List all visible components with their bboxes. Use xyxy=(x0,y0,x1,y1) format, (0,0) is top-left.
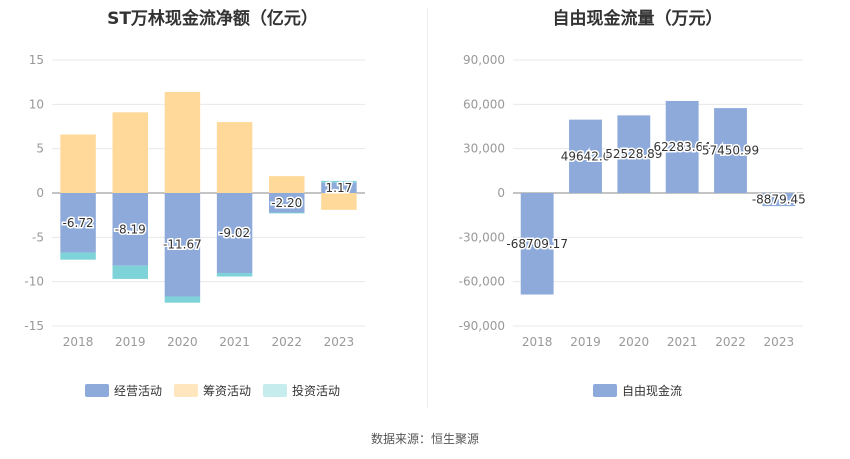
y-tick-label: 10 xyxy=(29,97,44,111)
bar-free_cash_flow xyxy=(569,119,602,193)
chart-legend: 经营活动 筹资活动 投资活动 xyxy=(0,382,425,399)
legend-item-free-cash-flow[interactable]: 自由现金流 xyxy=(592,382,682,399)
bar-free_cash_flow xyxy=(665,100,699,193)
data-label: -68709.17 xyxy=(506,237,568,251)
data-label: 1.17 xyxy=(326,181,353,195)
data-label: 52528.89 xyxy=(605,147,662,161)
bar-financing xyxy=(112,112,148,193)
cash-flow-net-chart: 15 10 5 0 -5 -10 -15 2018 -6.72 2019 -8.19 2020 -11.… xyxy=(24,53,365,349)
bar-free_cash_flow xyxy=(520,193,554,295)
panel-divider xyxy=(427,8,428,408)
data-label: 57450.99 xyxy=(702,144,759,158)
legend-swatch xyxy=(173,384,198,397)
bar-financing xyxy=(216,122,253,193)
bar-free_cash_flow xyxy=(762,193,796,207)
bar-financing xyxy=(60,134,96,193)
data-label: 62283.64 xyxy=(654,140,711,154)
free-cash-flow-chart-panel: 自由现金流量（万元） 90,000 60,000 30,000 0 -30,000 -60… xyxy=(425,0,850,420)
y-tick-label: -5 xyxy=(32,230,44,244)
x-tick-label: 2020 xyxy=(619,335,650,349)
x-tick-label: 2018 xyxy=(522,335,553,349)
legend-swatch xyxy=(84,384,109,397)
x-tick-label: 2021 xyxy=(667,335,698,349)
data-source-note: 数据来源：恒生聚源 xyxy=(370,432,479,446)
x-tick-label: 2023 xyxy=(324,335,355,349)
y-tick-label: 60,000 xyxy=(463,97,505,111)
y-tick-label: -10 xyxy=(24,275,44,289)
data-label: -8879.45 xyxy=(752,193,806,207)
data-label: -2.20 xyxy=(271,196,302,210)
legend-label: 经营活动 xyxy=(113,384,162,398)
bar-investing xyxy=(164,296,201,303)
bar-investing xyxy=(60,252,96,260)
data-label: -9.02 xyxy=(219,226,250,240)
bar-financing xyxy=(164,91,201,193)
y-tick-label: 15 xyxy=(29,53,44,67)
bar-operating xyxy=(164,193,201,297)
y-tick-label: -15 xyxy=(24,319,44,333)
y-tick-label: -60,000 xyxy=(459,275,505,289)
y-tick-label: -90,000 xyxy=(459,319,505,333)
x-tick-label: 2021 xyxy=(219,335,250,349)
bar-operating xyxy=(269,193,305,213)
y-tick-label: -30,000 xyxy=(459,230,505,244)
x-tick-label: 2023 xyxy=(764,335,795,349)
bar-investing xyxy=(321,180,357,183)
legend-item-operating[interactable]: 经营活动 xyxy=(84,382,162,399)
legend-swatch xyxy=(592,384,617,397)
bar-operating xyxy=(60,193,96,253)
legend-label: 筹资活动 xyxy=(202,384,251,398)
x-tick-label: 2022 xyxy=(271,335,302,349)
bar-operating xyxy=(216,193,253,273)
y-tick-label: 0 xyxy=(36,186,44,200)
x-tick-label: 2019 xyxy=(570,335,601,349)
free-cash-flow-chart: 90,000 60,000 30,000 0 -30,000 -60,000 -90,000… xyxy=(459,53,808,349)
x-tick-label: 2018 xyxy=(63,335,94,349)
bar-financing xyxy=(321,193,357,210)
chart-legend: 自由现金流 xyxy=(425,382,850,399)
data-label: -6.72 xyxy=(63,216,94,230)
y-tick-label: 0 xyxy=(497,186,505,200)
legend-item-investing[interactable]: 投资活动 xyxy=(263,382,340,399)
legend-item-financing[interactable]: 筹资活动 xyxy=(173,382,251,399)
bar-investing xyxy=(112,265,148,279)
x-tick-label: 2020 xyxy=(167,335,198,349)
legend-label: 自由现金流 xyxy=(621,384,682,398)
bar-financing xyxy=(269,176,305,193)
y-tick-label: 5 xyxy=(36,142,44,156)
bar-operating xyxy=(112,193,148,266)
y-tick-label: 90,000 xyxy=(463,53,505,67)
legend-swatch xyxy=(263,384,287,397)
bar-investing xyxy=(269,212,305,214)
chart-title: ST万林现金流净额（亿元） xyxy=(107,9,318,29)
cash-flow-net-chart-panel: ST万林现金流净额（亿元） 15 10 5 0 -5 -10 -15 2018 -6.72 201… xyxy=(0,0,425,420)
bar-investing xyxy=(216,272,253,277)
data-label: 49642.6 xyxy=(561,149,611,163)
data-label: -11.67 xyxy=(163,238,202,252)
bar-operating xyxy=(321,182,357,193)
y-tick-label: 30,000 xyxy=(463,142,505,156)
x-tick-label: 2019 xyxy=(115,335,146,349)
bar-free_cash_flow xyxy=(617,115,651,193)
chart-title: 自由现金流量（万元） xyxy=(552,9,723,29)
legend-label: 投资活动 xyxy=(292,384,341,398)
x-tick-label: 2022 xyxy=(715,335,746,349)
data-label: -8.19 xyxy=(115,222,146,236)
bar-free_cash_flow xyxy=(714,108,747,193)
